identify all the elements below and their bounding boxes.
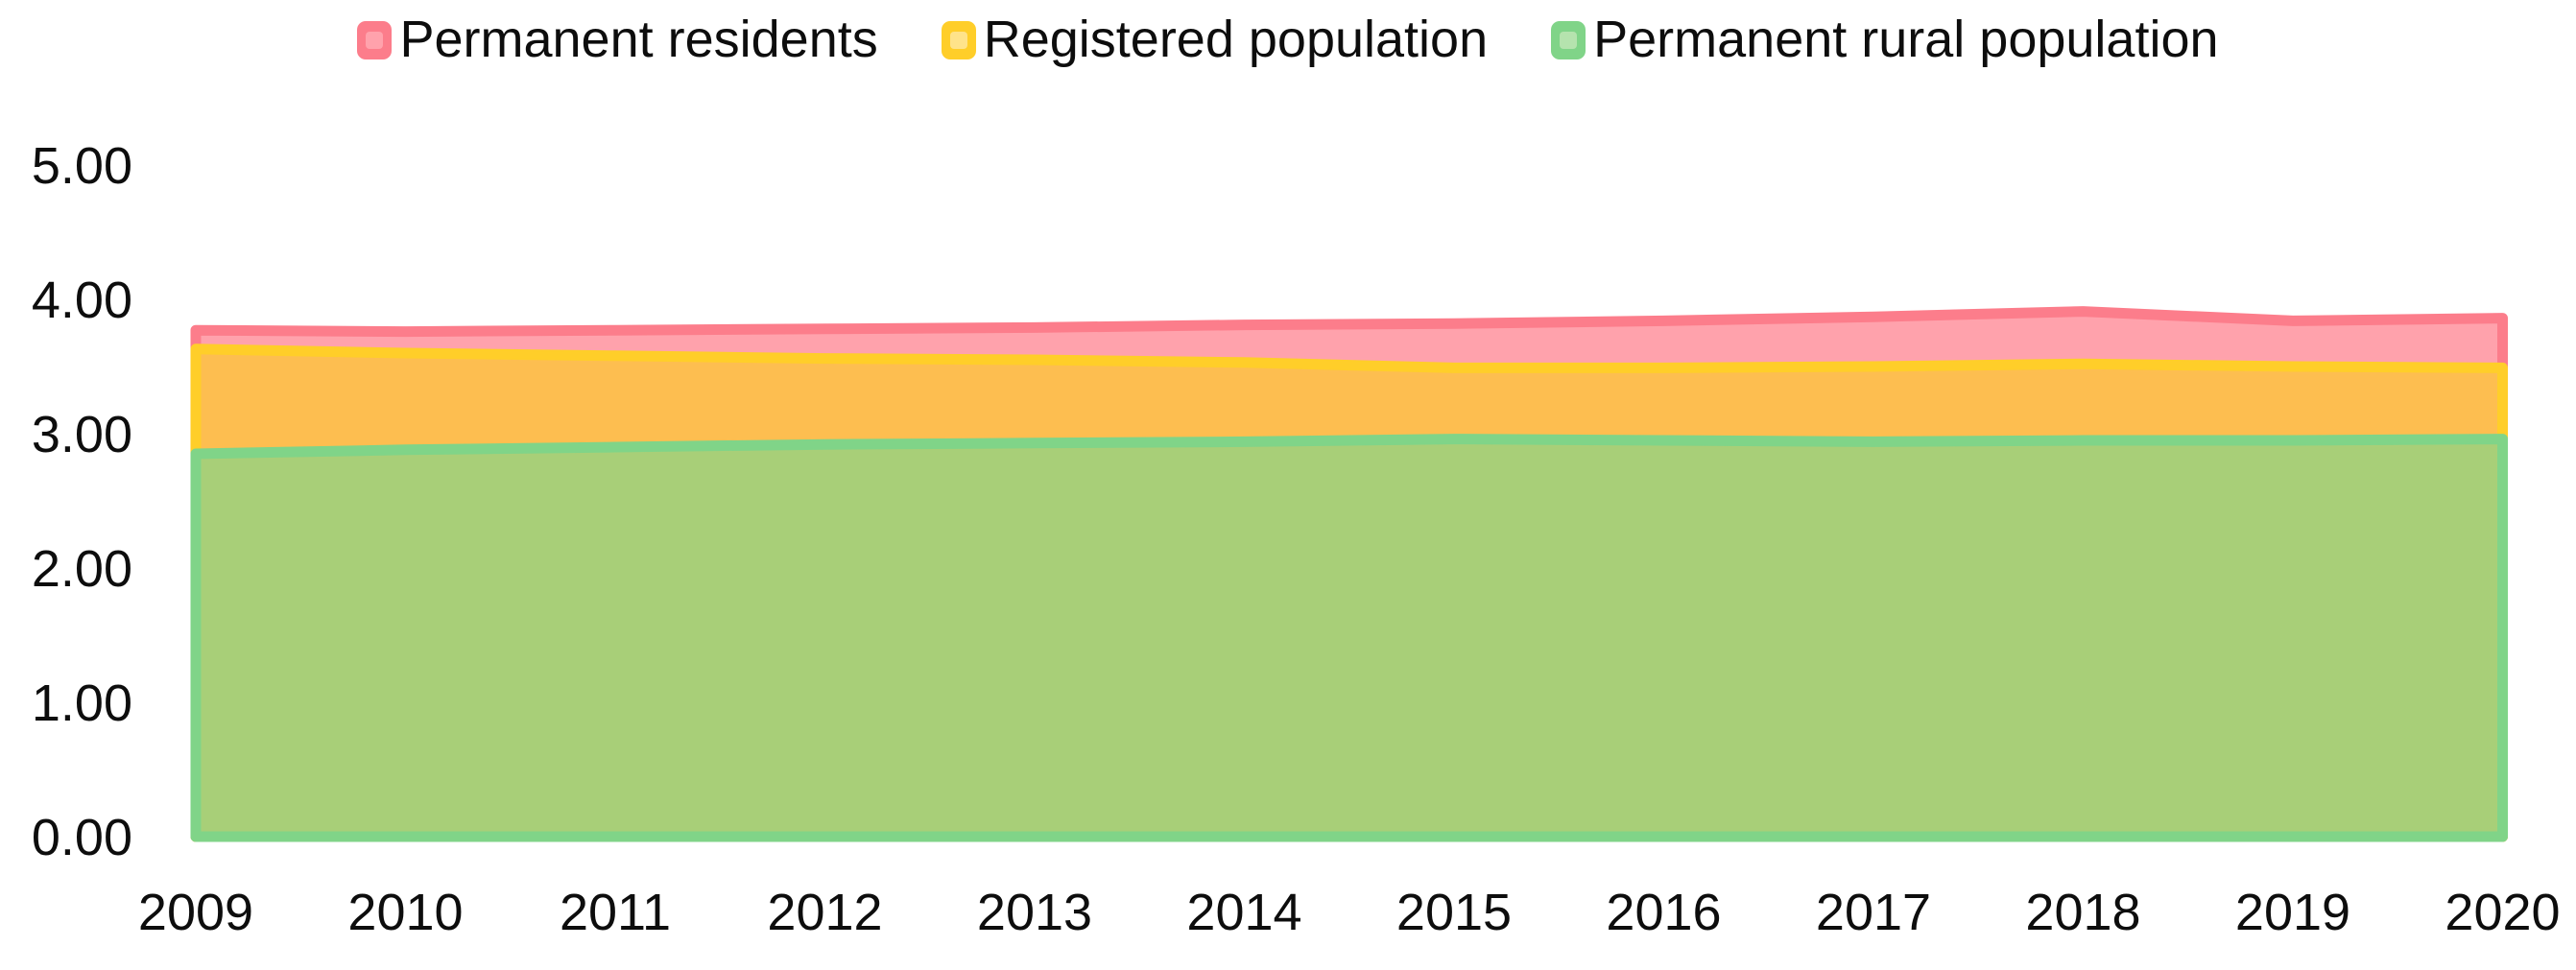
legend-label-permanent-rural-population: Permanent rural population bbox=[1593, 11, 2219, 68]
x-tick-label: 2014 bbox=[1186, 884, 1301, 941]
x-tick-label: 2013 bbox=[977, 884, 1092, 941]
legend-item-registered-population: Registered population bbox=[941, 11, 1489, 68]
x-tick-label: 2009 bbox=[138, 884, 253, 941]
x-tick-label: 2016 bbox=[1606, 884, 1721, 941]
area-series-permanent-rural-population bbox=[190, 434, 2508, 842]
legend-label-registered-population: Registered population bbox=[983, 11, 1489, 68]
legend-item-permanent-residents: Permanent residents bbox=[357, 11, 878, 68]
x-axis-labels: 2009 2010 2011 2012 2013 2014 2015 2016 2017 2018… bbox=[138, 884, 2561, 941]
x-tick-label: 2019 bbox=[2235, 884, 2350, 941]
x-tick-label: 2011 bbox=[560, 884, 671, 941]
legend-item-permanent-rural-population: Permanent rural population bbox=[1551, 11, 2219, 68]
x-tick-label: 2015 bbox=[1396, 884, 1512, 941]
x-tick-label: 2018 bbox=[2025, 884, 2140, 941]
chart-legend: Permanent residents Registered populatio… bbox=[0, 11, 2576, 68]
x-tick-label: 2020 bbox=[2445, 884, 2560, 941]
legend-label-permanent-residents: Permanent residents bbox=[399, 11, 878, 68]
y-tick-label: 1.00 bbox=[32, 674, 132, 732]
y-tick-label: 4.00 bbox=[32, 272, 132, 329]
y-axis-labels: 0.00 1.00 2.00 3.00 4.00 5.00 bbox=[32, 137, 132, 866]
y-tick-label: 0.00 bbox=[32, 809, 132, 866]
legend-swatch-inner bbox=[366, 31, 384, 49]
y-tick-label: 5.00 bbox=[32, 137, 132, 195]
x-tick-label: 2010 bbox=[347, 884, 463, 941]
x-tick-label: 2012 bbox=[767, 884, 882, 941]
legend-swatch-permanent-rural-population bbox=[1551, 20, 1586, 59]
x-tick-label: 2017 bbox=[1816, 884, 1931, 941]
legend-swatch-registered-population bbox=[941, 20, 976, 59]
legend-swatch-inner bbox=[1560, 31, 1578, 49]
legend-swatch-permanent-residents bbox=[357, 20, 393, 59]
legend-swatch-inner bbox=[949, 31, 967, 49]
y-tick-label: 2.00 bbox=[32, 540, 132, 598]
y-tick-label: 3.00 bbox=[32, 406, 132, 463]
chart-areas bbox=[190, 306, 2508, 842]
